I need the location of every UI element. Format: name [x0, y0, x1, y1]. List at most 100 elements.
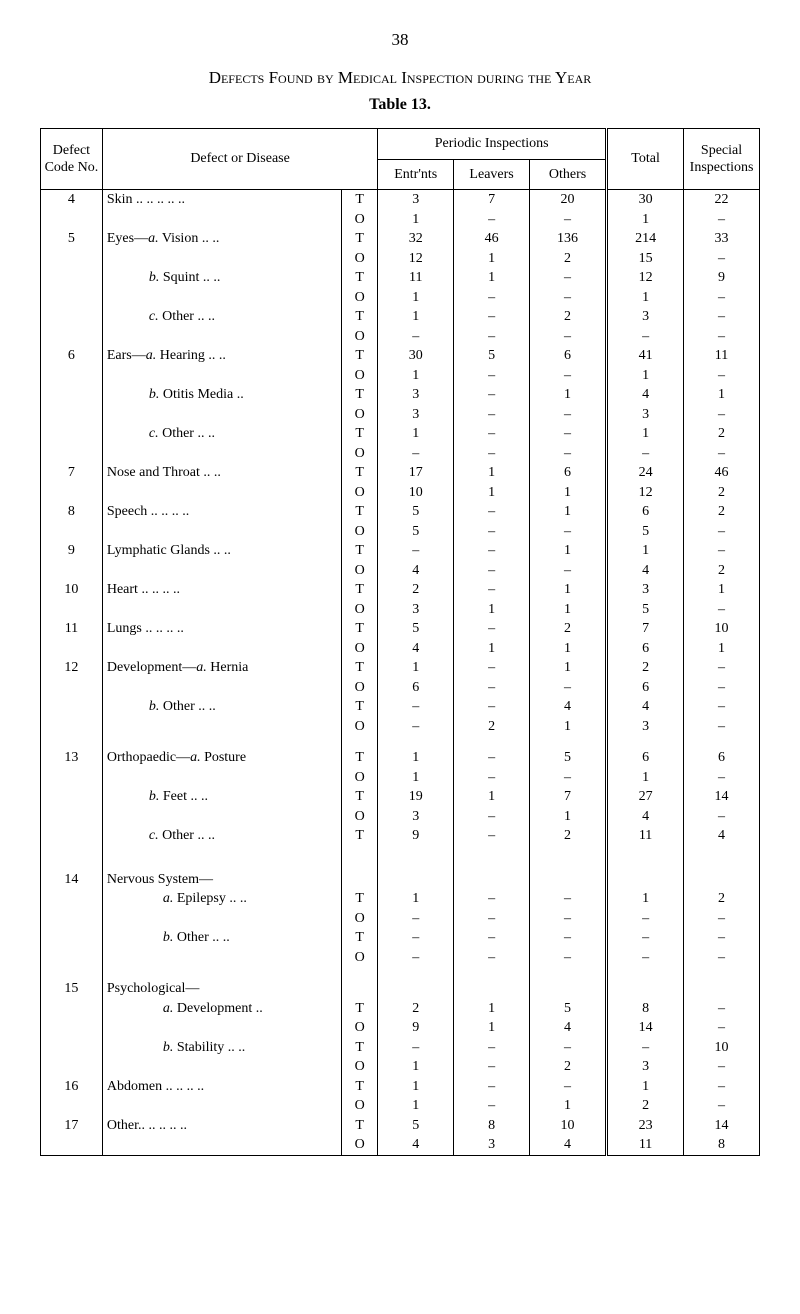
- table-row: O1––1–: [41, 288, 760, 308]
- code-cell: 14: [41, 870, 103, 890]
- disease-cell: b. Other .. ..: [102, 697, 341, 717]
- disease-cell: Abdomen .. .. .. ..: [102, 1077, 341, 1097]
- disease-cell: Nose and Throat .. ..: [102, 463, 341, 483]
- special-cell: 1: [684, 639, 760, 659]
- total-cell: –: [607, 444, 684, 464]
- leavers-cell: 2: [454, 717, 530, 737]
- total-cell: 5: [607, 522, 684, 542]
- leavers-cell: 5: [454, 346, 530, 366]
- total-cell: 27: [607, 787, 684, 807]
- entrnts-cell: 1: [378, 768, 454, 788]
- entrnts-cell: –: [378, 717, 454, 737]
- leavers-cell: –: [454, 405, 530, 425]
- entrnts-cell: 1: [378, 307, 454, 327]
- spacer-cell: [41, 846, 103, 858]
- entrnts-cell: 11: [378, 268, 454, 288]
- header-others: Others: [530, 159, 607, 190]
- to-cell: T: [342, 1077, 378, 1097]
- spacer-cell: [342, 846, 378, 858]
- entrnts-cell: 10: [378, 483, 454, 503]
- entrnts-cell: 5: [378, 1116, 454, 1136]
- entrnts-cell: [378, 979, 454, 999]
- special-cell: –: [684, 366, 760, 386]
- leavers-cell: –: [454, 826, 530, 846]
- entrnts-cell: 3: [378, 807, 454, 827]
- others-cell: 2: [530, 307, 607, 327]
- code-cell: 17: [41, 1116, 103, 1136]
- entrnts-cell: –: [378, 541, 454, 561]
- others-cell: 6: [530, 346, 607, 366]
- total-cell: [607, 979, 684, 999]
- spacer-cell: [684, 736, 760, 748]
- table-row: O6––6–: [41, 678, 760, 698]
- others-cell: –: [530, 768, 607, 788]
- others-cell: –: [530, 561, 607, 581]
- code-cell: [41, 948, 103, 968]
- others-cell: 20: [530, 190, 607, 210]
- to-cell: O: [342, 561, 378, 581]
- special-cell: –: [684, 522, 760, 542]
- spacer-cell: [607, 846, 684, 858]
- to-cell: O: [342, 1135, 378, 1155]
- to-cell: T: [342, 748, 378, 768]
- leavers-cell: 1: [454, 1018, 530, 1038]
- leavers-cell: –: [454, 210, 530, 230]
- leavers-cell: –: [454, 541, 530, 561]
- defects-table: Defect Code No. Defect or Disease Period…: [40, 128, 760, 1156]
- others-cell: 5: [530, 999, 607, 1019]
- special-cell: 2: [684, 483, 760, 503]
- code-cell: 12: [41, 658, 103, 678]
- disease-cell: [102, 948, 341, 968]
- entrnts-cell: –: [378, 697, 454, 717]
- special-cell: 2: [684, 561, 760, 581]
- disease-cell: c. Other .. ..: [102, 307, 341, 327]
- to-cell: O: [342, 249, 378, 269]
- leavers-cell: –: [454, 748, 530, 768]
- code-cell: [41, 210, 103, 230]
- code-cell: [41, 928, 103, 948]
- others-cell: [530, 979, 607, 999]
- entrnts-cell: 32: [378, 229, 454, 249]
- leavers-cell: 1: [454, 268, 530, 288]
- leavers-cell: –: [454, 1038, 530, 1058]
- spacer-cell: [102, 736, 341, 748]
- entrnts-cell: 1: [378, 658, 454, 678]
- leavers-cell: –: [454, 948, 530, 968]
- spacer-cell: [530, 846, 607, 858]
- total-cell: 4: [607, 561, 684, 581]
- table-row: O5––5–: [41, 522, 760, 542]
- entrnts-cell: 6: [378, 678, 454, 698]
- total-cell: –: [607, 948, 684, 968]
- entrnts-cell: 2: [378, 999, 454, 1019]
- total-cell: 1: [607, 366, 684, 386]
- special-cell: –: [684, 948, 760, 968]
- special-cell: [684, 979, 760, 999]
- special-cell: –: [684, 1096, 760, 1116]
- code-cell: [41, 385, 103, 405]
- table-label: Table 13.: [40, 96, 760, 114]
- to-cell: O: [342, 210, 378, 230]
- leavers-cell: 1: [454, 463, 530, 483]
- to-cell: O: [342, 600, 378, 620]
- others-cell: –: [530, 1038, 607, 1058]
- leavers-cell: 1: [454, 600, 530, 620]
- special-cell: [684, 870, 760, 890]
- total-cell: –: [607, 1038, 684, 1058]
- leavers-cell: –: [454, 909, 530, 929]
- to-cell: O: [342, 678, 378, 698]
- special-cell: –: [684, 717, 760, 737]
- entrnts-cell: 1: [378, 1057, 454, 1077]
- total-cell: 1: [607, 768, 684, 788]
- entrnts-cell: 19: [378, 787, 454, 807]
- others-cell: 4: [530, 1135, 607, 1155]
- table-row: O3––3–: [41, 405, 760, 425]
- spacer-cell: [41, 967, 103, 979]
- leavers-cell: 7: [454, 190, 530, 210]
- disease-cell: Eyes—a. Vision .. ..: [102, 229, 341, 249]
- entrnts-cell: –: [378, 948, 454, 968]
- to-cell: O: [342, 444, 378, 464]
- table-row: 17Other.. .. .. .. ..T58102314: [41, 1116, 760, 1136]
- disease-cell: Heart .. .. .. ..: [102, 580, 341, 600]
- code-cell: [41, 561, 103, 581]
- leavers-cell: –: [454, 424, 530, 444]
